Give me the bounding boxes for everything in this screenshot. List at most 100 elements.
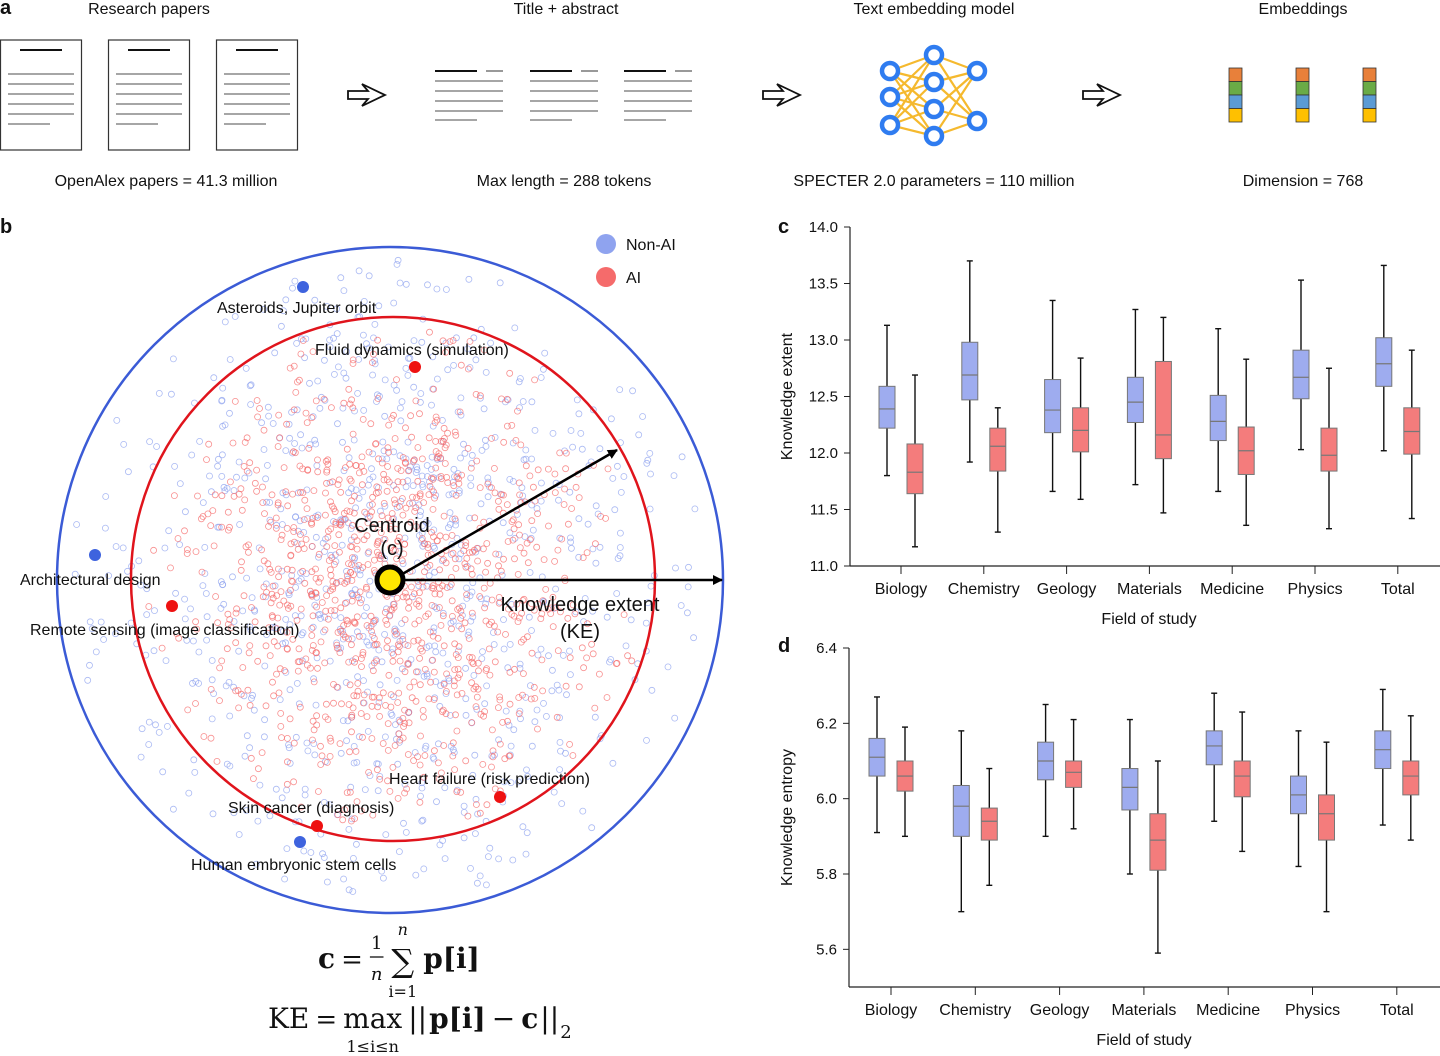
scatter-point — [572, 483, 580, 491]
scatter-point — [260, 446, 268, 453]
scatter-point — [485, 621, 493, 628]
scatter-point — [429, 754, 437, 761]
scatter-point — [311, 601, 319, 609]
scatter-point — [249, 691, 257, 699]
scatter-point — [394, 795, 402, 802]
scatter-point — [348, 590, 356, 598]
scatter-point — [340, 467, 348, 475]
scatter-point — [482, 368, 490, 376]
scatter-point — [449, 739, 457, 747]
scatter-point — [507, 779, 515, 786]
scatter-point — [278, 794, 286, 802]
scatter-point — [276, 434, 284, 442]
scatter-point — [575, 515, 583, 523]
y-tick-label: 14.0 — [809, 219, 838, 236]
scatter-point — [524, 633, 531, 641]
scatter-point — [297, 569, 305, 577]
scatter-point — [437, 454, 445, 462]
scatter-point — [352, 462, 360, 469]
scatter-point — [259, 593, 267, 601]
scatter-point — [346, 788, 354, 796]
scatter-point — [449, 490, 457, 498]
scatter-point — [575, 410, 583, 418]
scatter-point — [352, 655, 360, 662]
scatter-point — [522, 462, 530, 470]
scatter-point — [274, 642, 282, 650]
scatter-point — [97, 618, 105, 626]
scatter-point — [451, 473, 458, 481]
scatter-point — [333, 330, 341, 338]
scatter-point — [217, 578, 225, 585]
scatter-point — [374, 787, 382, 795]
scatter-point — [389, 764, 397, 771]
scatter-point — [318, 599, 326, 606]
scatter-point — [552, 604, 560, 611]
scatter-point — [528, 501, 536, 509]
scatter-point — [211, 491, 219, 499]
scatter-point — [523, 539, 531, 547]
scatter-point — [475, 667, 482, 675]
scatter-point — [383, 476, 391, 484]
x-tick-label: Total — [1380, 1002, 1414, 1019]
scatter-point — [258, 546, 266, 554]
scatter-point — [382, 702, 389, 709]
scatter-point — [495, 505, 503, 513]
scatter-point — [414, 753, 422, 760]
scatter-point — [549, 593, 557, 601]
scatter-point — [317, 761, 325, 768]
scatter-point — [263, 631, 270, 638]
scatter-point — [361, 786, 369, 793]
scatter-point — [374, 336, 382, 344]
scatter-point — [380, 499, 388, 507]
scatter-point — [644, 456, 652, 464]
scatter-point — [366, 512, 374, 520]
scatter-point — [285, 420, 293, 428]
scatter-point — [451, 766, 459, 773]
scatter-point — [425, 695, 433, 703]
scatter-point — [426, 328, 433, 336]
scatter-point — [509, 536, 517, 544]
step-title: Research papers — [88, 1, 210, 18]
scatter-point — [433, 537, 441, 545]
scatter-point — [376, 773, 384, 780]
scatter-point — [495, 562, 502, 570]
eq-denominator: n — [371, 964, 383, 985]
scatter-point — [545, 522, 552, 530]
scatter-point — [385, 478, 393, 486]
scatter-point — [477, 711, 485, 718]
scatter-point — [210, 690, 218, 697]
scatter-point — [313, 654, 321, 662]
scatter-point — [383, 487, 391, 495]
scatter-point — [453, 727, 461, 735]
scatter-point — [517, 441, 525, 449]
scatter-point — [494, 628, 502, 636]
scatter-point — [436, 841, 444, 849]
scatter-point — [335, 531, 343, 539]
scatter-point — [223, 484, 231, 492]
scatter-point — [490, 622, 498, 630]
scatter-point — [483, 682, 491, 690]
scatter-point — [363, 585, 370, 593]
scatter-point — [343, 445, 351, 453]
scatter-point — [416, 492, 424, 500]
scatter-point — [399, 632, 407, 640]
scatter-point — [312, 589, 320, 597]
scatter-point — [516, 491, 523, 499]
scatter-point — [329, 578, 337, 585]
scatter-point — [538, 610, 546, 618]
scatter-point — [230, 492, 238, 500]
scatter-point — [384, 514, 392, 522]
scatter-point — [537, 615, 545, 622]
scatter-point — [569, 752, 577, 759]
scatter-point — [271, 349, 279, 357]
scatter-point — [346, 475, 354, 483]
scatter-point — [345, 658, 353, 666]
scatter-point — [420, 672, 428, 680]
scatter-point — [435, 584, 443, 592]
box-non-ai-biology — [868, 696, 886, 834]
scatter-point — [557, 608, 564, 616]
scatter-point — [321, 511, 329, 519]
scatter-point — [512, 436, 520, 444]
scatter-point — [312, 440, 320, 448]
scatter-point — [359, 651, 367, 659]
